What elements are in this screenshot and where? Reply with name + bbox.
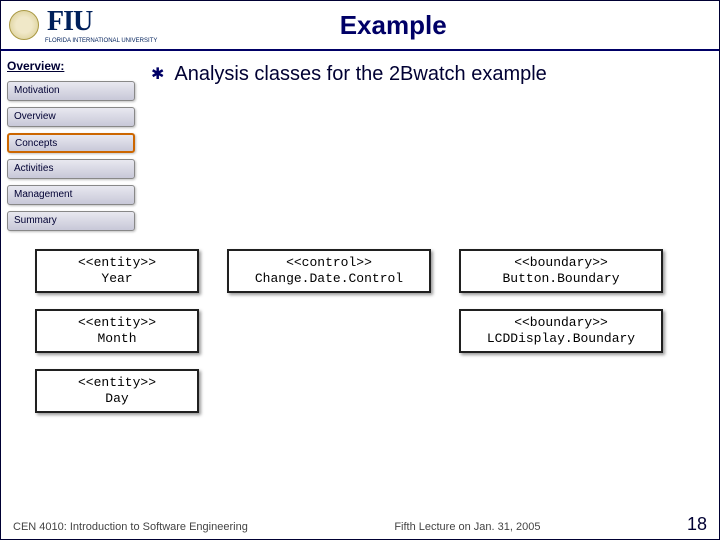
bullet-text: Analysis classes for the 2Bwatch example: [174, 63, 546, 86]
uml-stereotype: <<boundary>>: [461, 255, 661, 271]
uml-classname: Month: [37, 331, 197, 347]
uml-stereotype: <<entity>>: [37, 255, 197, 271]
uml-class-year: <<entity>> Year: [35, 249, 199, 293]
uml-class-month: <<entity>> Month: [35, 309, 199, 353]
bullet-line: ✱ Analysis classes for the 2Bwatch examp…: [151, 63, 709, 87]
title-bar: FIU FLORIDA INTERNATIONAL UNIVERSITY Exa…: [1, 1, 719, 51]
sidebar-heading: Overview:: [7, 59, 135, 73]
uml-classname: Day: [37, 391, 197, 407]
uml-stereotype: <<control>>: [229, 255, 429, 271]
uml-stereotype: <<entity>>: [37, 315, 197, 331]
uml-row: <<entity>> Day: [35, 369, 663, 413]
sidebar-item-summary[interactable]: Summary: [7, 211, 135, 231]
uml-class-day: <<entity>> Day: [35, 369, 199, 413]
uml-class-changedatecontrol: <<control>> Change.Date.Control: [227, 249, 431, 293]
uml-stereotype: <<boundary>>: [461, 315, 661, 331]
sidebar-item-motivation[interactable]: Motivation: [7, 81, 135, 101]
uml-stereotype: <<entity>>: [37, 375, 197, 391]
uml-class-buttonboundary: <<boundary>> Button.Boundary: [459, 249, 663, 293]
uml-classname: Change.Date.Control: [229, 271, 429, 287]
page-title: Example: [165, 10, 711, 41]
uml-row: <<entity>> Year <<control>> Change.Date.…: [35, 249, 663, 293]
sidebar-item-concepts[interactable]: Concepts: [7, 133, 135, 153]
uml-class-lcddisplayboundary: <<boundary>> LCDDisplay.Boundary: [459, 309, 663, 353]
sidebar-item-management[interactable]: Management: [7, 185, 135, 205]
logo-text: FIU: [47, 6, 157, 38]
uml-classname: Button.Boundary: [461, 271, 661, 287]
logo-subtext: FLORIDA INTERNATIONAL UNIVERSITY: [45, 38, 157, 44]
uml-classname: LCDDisplay.Boundary: [461, 331, 661, 347]
uml-row: <<entity>> Month <<boundary>> LCDDisplay…: [35, 309, 663, 353]
sidebar-item-overview[interactable]: Overview: [7, 107, 135, 127]
uml-diagram: <<entity>> Year <<control>> Change.Date.…: [35, 249, 663, 429]
footer-page-number: 18: [687, 514, 707, 535]
footer-course: CEN 4010: Introduction to Software Engin…: [13, 521, 248, 533]
sidebar-item-activities[interactable]: Activities: [7, 159, 135, 179]
body-area: Overview: Motivation Overview Concepts A…: [1, 53, 719, 515]
slide-frame: FIU FLORIDA INTERNATIONAL UNIVERSITY Exa…: [0, 0, 720, 540]
sidebar: Overview: Motivation Overview Concepts A…: [7, 59, 135, 237]
logo-seal-icon: [9, 10, 39, 40]
bullet-icon: ✱: [151, 63, 164, 87]
footer: CEN 4010: Introduction to Software Engin…: [13, 514, 707, 535]
footer-lecture: Fifth Lecture on Jan. 31, 2005: [394, 521, 540, 533]
logo-block: FIU FLORIDA INTERNATIONAL UNIVERSITY: [47, 6, 157, 44]
uml-classname: Year: [37, 271, 197, 287]
